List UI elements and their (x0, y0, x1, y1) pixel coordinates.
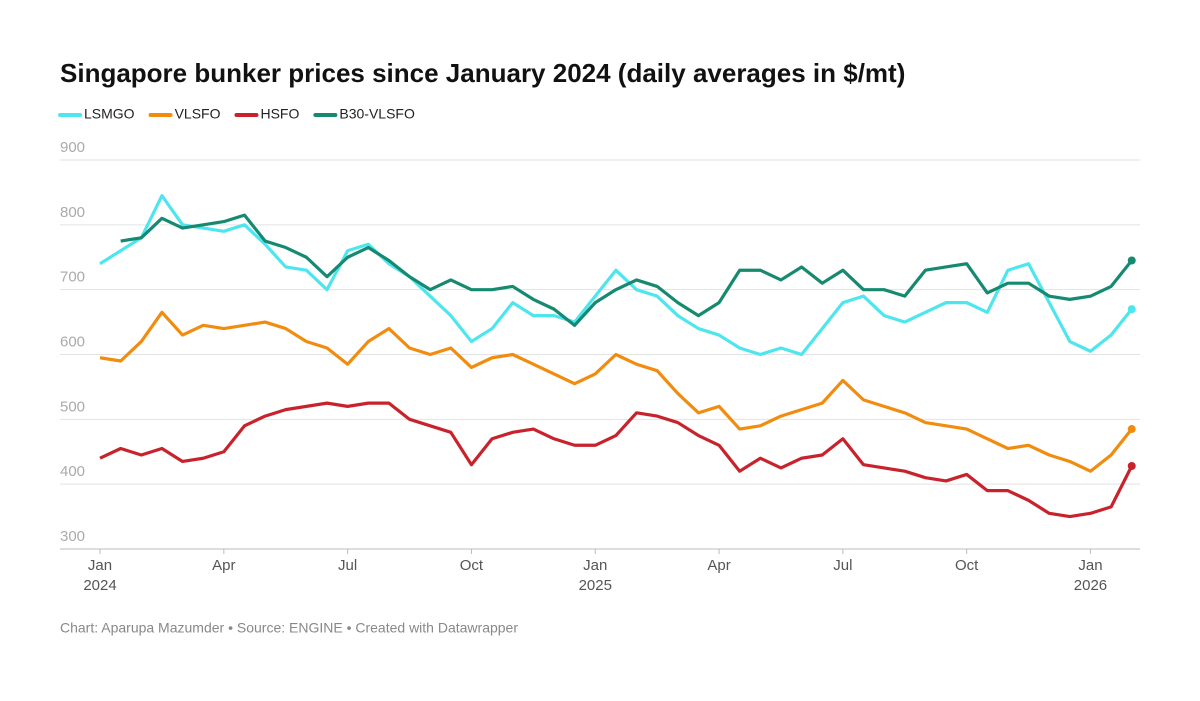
series-line (120, 213, 1134, 327)
y-tick-label: 800 (60, 204, 85, 221)
x-tick-label: Jul (338, 557, 357, 574)
tick-text: Jan 2025 (579, 557, 612, 594)
tick-text: Jul (338, 557, 357, 574)
legend-label: VLSFO (175, 106, 221, 122)
series-line (99, 310, 1134, 473)
y-tick-label: 900 (60, 139, 85, 156)
y-tick-label: 400 (60, 463, 85, 480)
end-dot (1127, 305, 1136, 314)
series-line (99, 401, 1134, 519)
x-tick-label: Jan 2024 (83, 557, 116, 594)
x-tick-label: Jan 2025 (579, 557, 612, 594)
x-tick-label: Apr (707, 557, 730, 574)
tick-text: Oct (460, 557, 484, 574)
series-line (99, 194, 1134, 357)
end-dot (1127, 256, 1136, 265)
end-dot (1127, 462, 1136, 471)
chart-title: Singapore bunker prices since January 20… (60, 58, 905, 88)
legend-label: HSFO (260, 106, 299, 122)
y-tick-label: 300 (60, 528, 85, 545)
tick-text: Jan 2024 (83, 557, 116, 594)
x-tick-label: Jan 2026 (1074, 557, 1107, 594)
y-tick-label: 600 (60, 333, 85, 350)
x-tick-label: Jul (833, 557, 852, 574)
footer: Chart: Aparupa Mazumder • Source: ENGINE… (60, 620, 518, 636)
legend-label: LSMGO (84, 106, 135, 122)
tick-text: Jul (833, 557, 852, 574)
end-dot (1127, 425, 1136, 434)
y-tick-label: 500 (60, 398, 85, 415)
tick-text: Jan 2026 (1074, 557, 1107, 594)
legend-label: B30-VLSFO (339, 106, 415, 122)
x-tick-label: Oct (955, 557, 979, 574)
x-tick-label: Oct (460, 557, 484, 574)
tick-text: Apr (707, 557, 730, 574)
tick-text: Apr (212, 557, 235, 574)
x-tick-label: Apr (212, 557, 235, 574)
tick-text: Oct (955, 557, 979, 574)
y-tick-label: 700 (60, 269, 85, 286)
